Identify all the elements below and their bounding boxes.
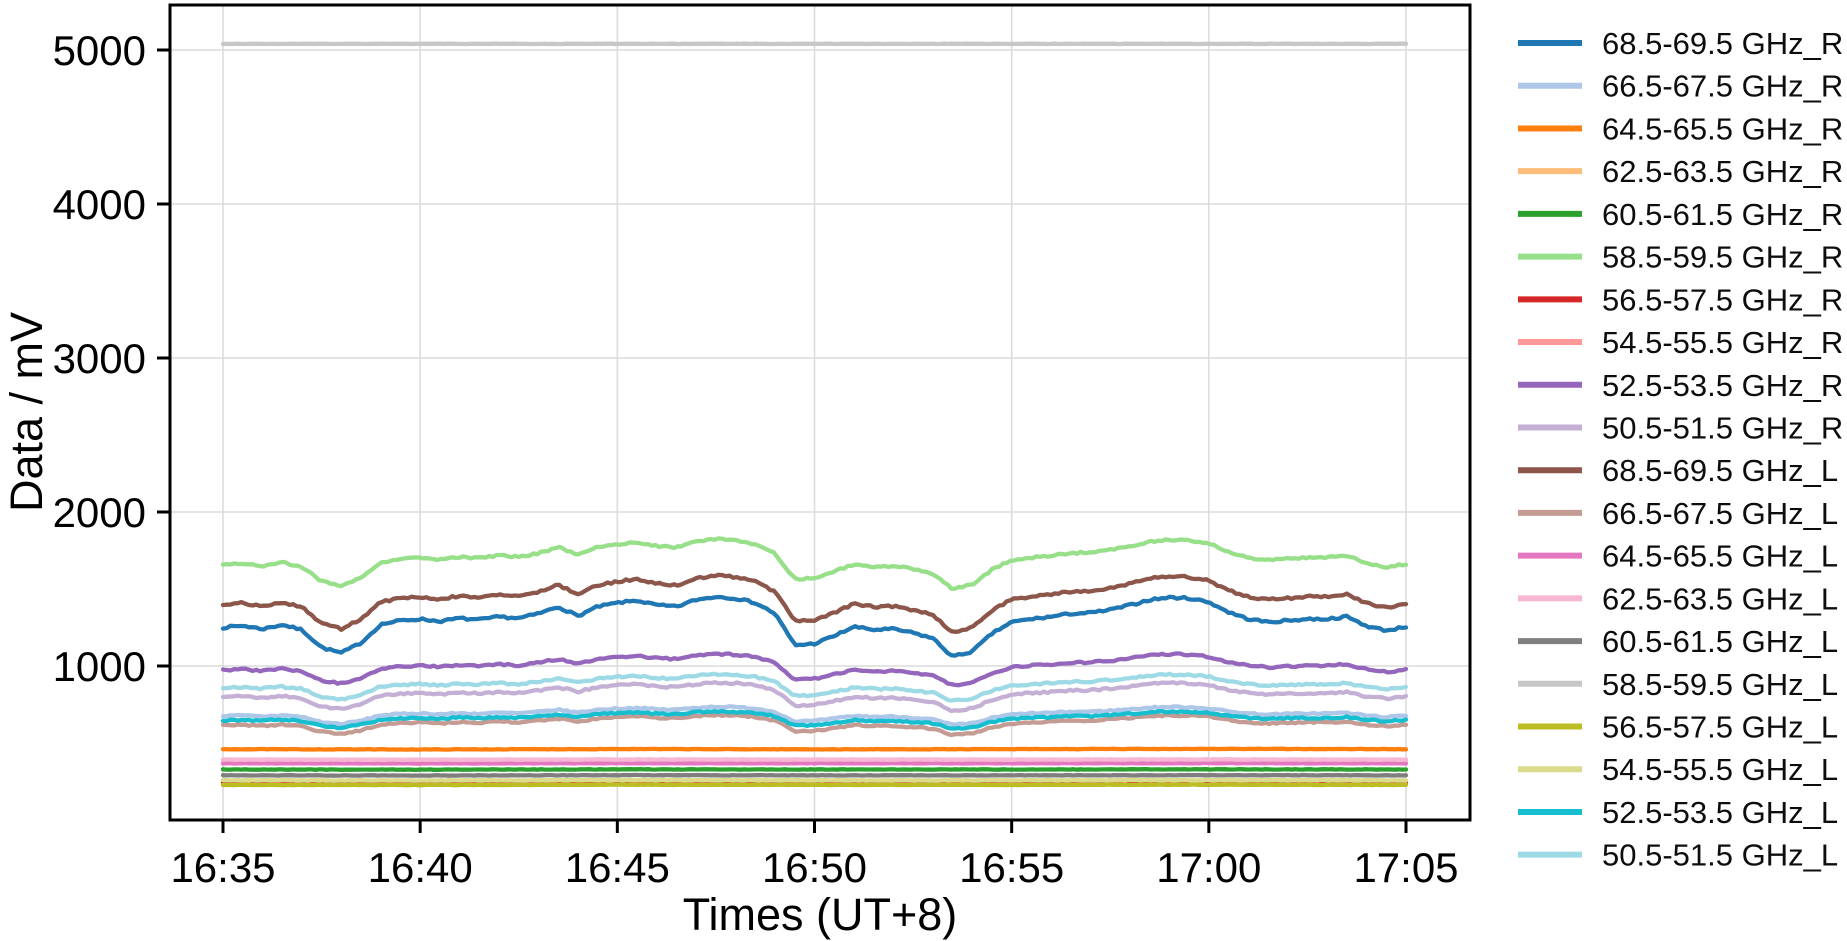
legend-label: 64.5-65.5 GHz_R xyxy=(1602,111,1843,146)
legend-label: 52.5-53.5 GHz_R xyxy=(1602,368,1843,403)
axes-layer: 1000 2000 3000 4000 5000 16:35 16:40 16:45 16:50… xyxy=(53,27,1459,891)
legend-label: 56.5-57.5 GHz_L xyxy=(1602,710,1838,745)
series-line-58-5-59-5-ghz-r xyxy=(220,536,1409,591)
x-tick-label: 16:45 xyxy=(565,844,670,891)
x-tick-label: 16:55 xyxy=(959,844,1064,891)
legend-label: 64.5-65.5 GHz_L xyxy=(1602,539,1838,574)
series-line-60-5-61-5-ghz-r xyxy=(220,766,1409,773)
x-tick-label: 16:35 xyxy=(170,844,275,891)
y-tick-label: 1000 xyxy=(53,643,146,690)
series-line-56-5-57-5-ghz-l xyxy=(220,782,1409,788)
x-axis-label: Times (UT+8) xyxy=(683,889,958,940)
plot-border xyxy=(168,3,1472,822)
grid-layer xyxy=(170,5,1470,820)
series-line-50-5-51-5-ghz-l xyxy=(220,671,1409,703)
series-line-52-5-53-5-ghz-l xyxy=(220,708,1409,731)
series-line-52-5-53-5-ghz-r xyxy=(220,651,1409,688)
series-line-56-5-57-5-ghz-r xyxy=(220,780,1409,786)
series-line-66-5-67-5-ghz-l xyxy=(220,712,1409,738)
legend-label: 66.5-67.5 GHz_L xyxy=(1602,496,1838,531)
series-line-68-5-69-5-ghz-l xyxy=(220,572,1409,634)
legend-item: 50.5-51.5 GHz_R xyxy=(1518,410,1843,445)
series-line-68-5-69-5-ghz-r xyxy=(220,594,1409,658)
series-line-62-5-63-5-ghz-l xyxy=(220,757,1409,763)
legend-item: 52.5-53.5 GHz_R xyxy=(1518,368,1843,403)
legend-label: 54.5-55.5 GHz_L xyxy=(1602,752,1838,787)
legend-item: 50.5-51.5 GHz_L xyxy=(1518,838,1838,873)
legend-item: 68.5-69.5 GHz_L xyxy=(1518,453,1838,488)
y-tick-label: 2000 xyxy=(53,489,146,536)
legend-label: 68.5-69.5 GHz_L xyxy=(1602,453,1838,488)
legend-item: 66.5-67.5 GHz_L xyxy=(1518,496,1838,531)
y-axis-label: Data / mV xyxy=(1,312,52,512)
series-line-64-5-65-5-ghz-r xyxy=(220,746,1409,752)
series-line-66-5-67-5-ghz-r xyxy=(220,704,1409,727)
legend: 68.5-69.5 GHz_R 66.5-67.5 GHz_R 64.5-65.5 … xyxy=(1518,26,1843,873)
legend-label: 60.5-61.5 GHz_R xyxy=(1602,197,1843,232)
x-tick-label: 16:50 xyxy=(762,844,867,891)
legend-label: 50.5-51.5 GHz_L xyxy=(1602,838,1838,873)
series-line-60-5-61-5-ghz-l xyxy=(220,772,1409,778)
legend-item: 52.5-53.5 GHz_L xyxy=(1518,795,1838,830)
legend-item: 56.5-57.5 GHz_R xyxy=(1518,282,1843,317)
legend-label: 58.5-59.5 GHz_L xyxy=(1602,667,1838,702)
legend-label: 62.5-63.5 GHz_L xyxy=(1602,581,1838,616)
legend-item: 56.5-57.5 GHz_L xyxy=(1518,710,1838,745)
x-tick-label: 16:40 xyxy=(368,844,473,891)
x-tick-label: 17:00 xyxy=(1156,844,1261,891)
legend-label: 54.5-55.5 GHz_R xyxy=(1602,325,1843,360)
legend-label: 68.5-69.5 GHz_R xyxy=(1602,26,1843,61)
series-layer xyxy=(220,41,1409,788)
legend-item: 60.5-61.5 GHz_L xyxy=(1518,624,1838,659)
legend-item: 58.5-59.5 GHz_R xyxy=(1518,240,1843,275)
legend-item: 54.5-55.5 GHz_R xyxy=(1518,325,1843,360)
legend-item: 64.5-65.5 GHz_R xyxy=(1518,111,1843,146)
x-tick-label: 17:05 xyxy=(1353,844,1458,891)
y-tick-label: 4000 xyxy=(53,181,146,228)
y-tick-label: 5000 xyxy=(53,27,146,74)
series-line-50-5-51-5-ghz-r xyxy=(220,680,1409,714)
legend-item: 62.5-63.5 GHz_R xyxy=(1518,154,1843,189)
y-tick-label: 3000 xyxy=(53,335,146,382)
legend-label: 58.5-59.5 GHz_R xyxy=(1602,240,1843,275)
legend-label: 66.5-67.5 GHz_R xyxy=(1602,69,1843,104)
series-line-64-5-65-5-ghz-l xyxy=(220,760,1409,766)
legend-item: 54.5-55.5 GHz_L xyxy=(1518,752,1838,787)
legend-label: 56.5-57.5 GHz_R xyxy=(1602,282,1843,317)
legend-item: 60.5-61.5 GHz_R xyxy=(1518,197,1843,232)
legend-label: 50.5-51.5 GHz_R xyxy=(1602,410,1843,445)
legend-item: 68.5-69.5 GHz_R xyxy=(1518,26,1843,61)
legend-label: 52.5-53.5 GHz_L xyxy=(1602,795,1838,830)
legend-item: 66.5-67.5 GHz_R xyxy=(1518,69,1843,104)
legend-item: 58.5-59.5 GHz_L xyxy=(1518,667,1838,702)
series-line-54-5-55-5-ghz-l xyxy=(220,777,1409,783)
legend-label: 60.5-61.5 GHz_L xyxy=(1602,624,1838,659)
legend-item: 62.5-63.5 GHz_L xyxy=(1518,581,1838,616)
legend-label: 62.5-63.5 GHz_R xyxy=(1602,154,1843,189)
legend-item: 64.5-65.5 GHz_L xyxy=(1518,539,1838,574)
